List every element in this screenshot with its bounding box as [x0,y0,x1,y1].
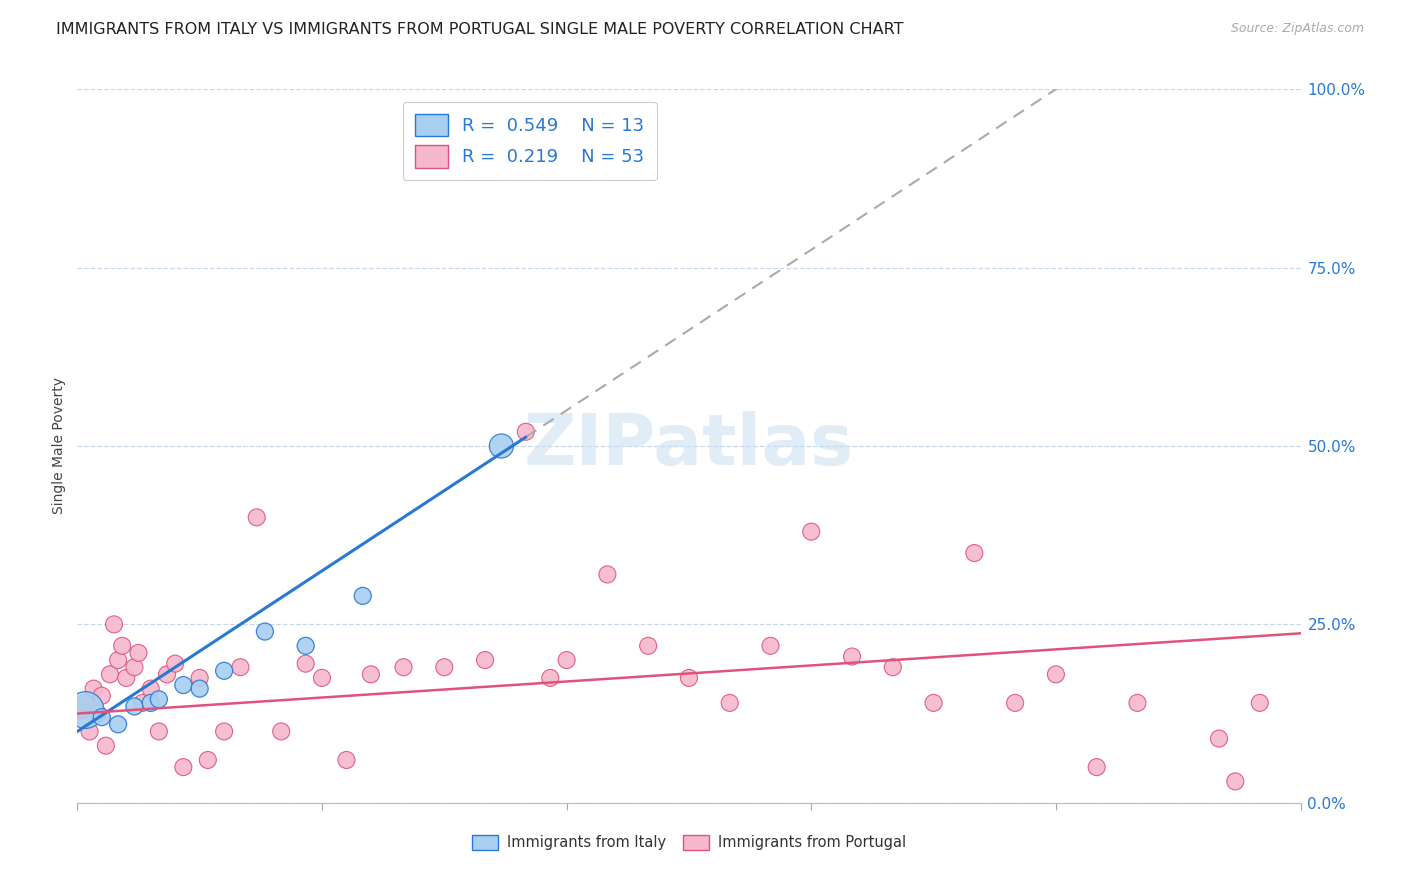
Point [433,660,456,674]
Point [253,624,276,639]
Point [139,696,162,710]
Point [148,724,170,739]
Point [841,649,863,664]
Point [212,724,235,739]
Point [294,657,316,671]
Point [335,753,357,767]
Point [124,660,146,674]
Point [87,706,110,721]
Point [139,681,162,696]
Point [156,667,179,681]
Point [103,617,125,632]
Point [197,753,219,767]
Point [75,703,97,717]
Point [212,664,235,678]
Point [107,653,129,667]
Point [360,667,382,681]
Point [70,703,93,717]
Point [474,653,496,667]
Point [94,739,117,753]
Text: ZIPatlas: ZIPatlas [524,411,853,481]
Point [111,639,134,653]
Point [165,657,187,671]
Point [678,671,700,685]
Point [759,639,782,653]
Point [1249,696,1271,710]
Point [491,439,513,453]
Point [124,699,146,714]
Text: IMMIGRANTS FROM ITALY VS IMMIGRANTS FROM PORTUGAL SINGLE MALE POVERTY CORRELATIO: IMMIGRANTS FROM ITALY VS IMMIGRANTS FROM… [56,22,904,37]
Point [294,639,316,653]
Point [83,681,105,696]
Legend: Immigrants from Italy, Immigrants from Portugal: Immigrants from Italy, Immigrants from P… [465,829,912,856]
Point [229,660,252,674]
Point [127,646,149,660]
Y-axis label: Single Male Poverty: Single Male Poverty [52,377,66,515]
Point [172,678,194,692]
Point [188,671,211,685]
Point [246,510,269,524]
Point [637,639,659,653]
Point [131,696,153,710]
Point [1126,696,1149,710]
Point [596,567,619,582]
Point [718,696,741,710]
Point [963,546,986,560]
Point [352,589,374,603]
Point [1085,760,1108,774]
Point [79,724,101,739]
Point [555,653,578,667]
Point [115,671,138,685]
Point [515,425,537,439]
Point [188,681,211,696]
Point [311,671,333,685]
Point [172,760,194,774]
Point [800,524,823,539]
Point [1208,731,1230,746]
Point [1045,667,1067,681]
Point [75,696,97,710]
Point [90,710,112,724]
Point [538,671,561,685]
Point [148,692,170,706]
Point [1225,774,1247,789]
Point [107,717,129,731]
Point [1004,696,1026,710]
Point [90,689,112,703]
Point [270,724,292,739]
Text: Source: ZipAtlas.com: Source: ZipAtlas.com [1230,22,1364,36]
Point [98,667,121,681]
Point [922,696,945,710]
Point [392,660,415,674]
Point [882,660,904,674]
